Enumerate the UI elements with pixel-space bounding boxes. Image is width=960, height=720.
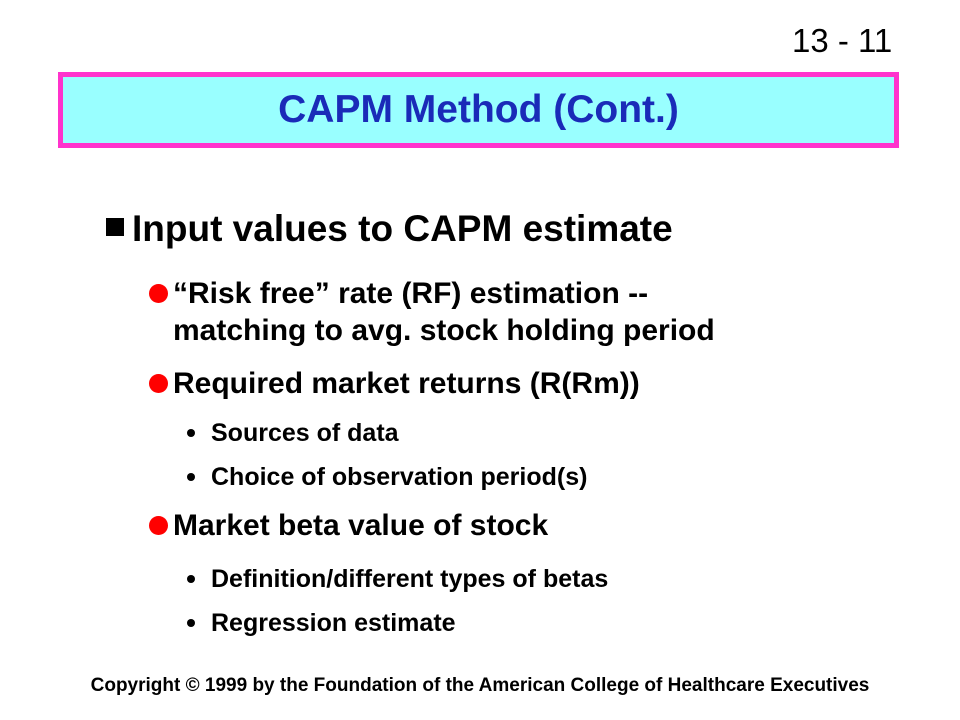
bullet-market-returns: Required market returns (R(Rm)) (173, 367, 640, 400)
square-bullet-icon (106, 218, 124, 236)
round-bullet-icon (149, 516, 168, 535)
round-bullet-icon (149, 284, 168, 303)
dot-bullet-icon (187, 619, 195, 627)
bullet-rf-line-2: matching to avg. stock holding period (173, 314, 715, 347)
round-bullet-icon (149, 374, 168, 393)
dot-bullet-icon (187, 575, 195, 583)
copyright-footer: Copyright © 1999 by the Foundation of th… (90, 675, 870, 696)
bullet-heading: Input values to CAPM estimate (132, 208, 673, 249)
bullet-beta-types: Definition/different types of betas (211, 565, 609, 593)
bullet-rf-line-1: “Risk free” rate (RF) estimation -- (173, 277, 649, 310)
bullet-sources-of-data: Sources of data (211, 419, 399, 447)
dot-bullet-icon (187, 473, 195, 481)
dot-bullet-icon (187, 429, 195, 437)
title-box: CAPM Method (Cont.) (58, 72, 899, 148)
slide-number: 13 - 11 (792, 22, 893, 59)
bullet-regression: Regression estimate (211, 609, 456, 637)
bullet-market-beta: Market beta value of stock (173, 509, 549, 542)
bullet-observation-period: Choice of observation period(s) (211, 463, 588, 491)
slide-title: CAPM Method (Cont.) (278, 88, 679, 131)
